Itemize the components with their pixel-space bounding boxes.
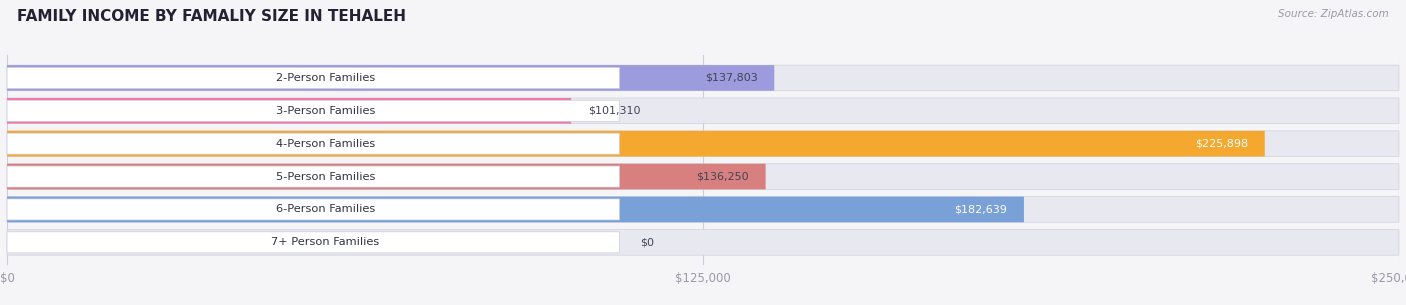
FancyBboxPatch shape <box>7 133 620 154</box>
FancyBboxPatch shape <box>7 98 571 124</box>
FancyBboxPatch shape <box>7 67 620 88</box>
Text: 2-Person Families: 2-Person Families <box>276 73 375 83</box>
Text: $182,639: $182,639 <box>955 204 1007 214</box>
Text: $0: $0 <box>640 237 654 247</box>
Text: 7+ Person Families: 7+ Person Families <box>271 237 380 247</box>
Text: 4-Person Families: 4-Person Families <box>276 139 375 149</box>
FancyBboxPatch shape <box>7 131 1265 156</box>
FancyBboxPatch shape <box>7 197 1024 222</box>
FancyBboxPatch shape <box>7 65 775 91</box>
Text: $136,250: $136,250 <box>696 172 749 181</box>
Text: 3-Person Families: 3-Person Families <box>276 106 375 116</box>
Text: 5-Person Families: 5-Person Families <box>276 172 375 181</box>
Text: $101,310: $101,310 <box>588 106 640 116</box>
Text: $225,898: $225,898 <box>1195 139 1249 149</box>
FancyBboxPatch shape <box>7 229 1399 255</box>
FancyBboxPatch shape <box>7 166 620 187</box>
FancyBboxPatch shape <box>7 197 1399 222</box>
Text: $137,803: $137,803 <box>704 73 758 83</box>
FancyBboxPatch shape <box>7 65 1399 91</box>
FancyBboxPatch shape <box>7 164 1399 189</box>
FancyBboxPatch shape <box>7 232 620 253</box>
Text: Source: ZipAtlas.com: Source: ZipAtlas.com <box>1278 9 1389 19</box>
FancyBboxPatch shape <box>7 199 620 220</box>
FancyBboxPatch shape <box>7 131 1399 156</box>
FancyBboxPatch shape <box>7 98 1399 124</box>
FancyBboxPatch shape <box>7 100 620 121</box>
FancyBboxPatch shape <box>7 164 766 189</box>
Text: 6-Person Families: 6-Person Families <box>276 204 375 214</box>
Text: FAMILY INCOME BY FAMALIY SIZE IN TEHALEH: FAMILY INCOME BY FAMALIY SIZE IN TEHALEH <box>17 9 406 24</box>
